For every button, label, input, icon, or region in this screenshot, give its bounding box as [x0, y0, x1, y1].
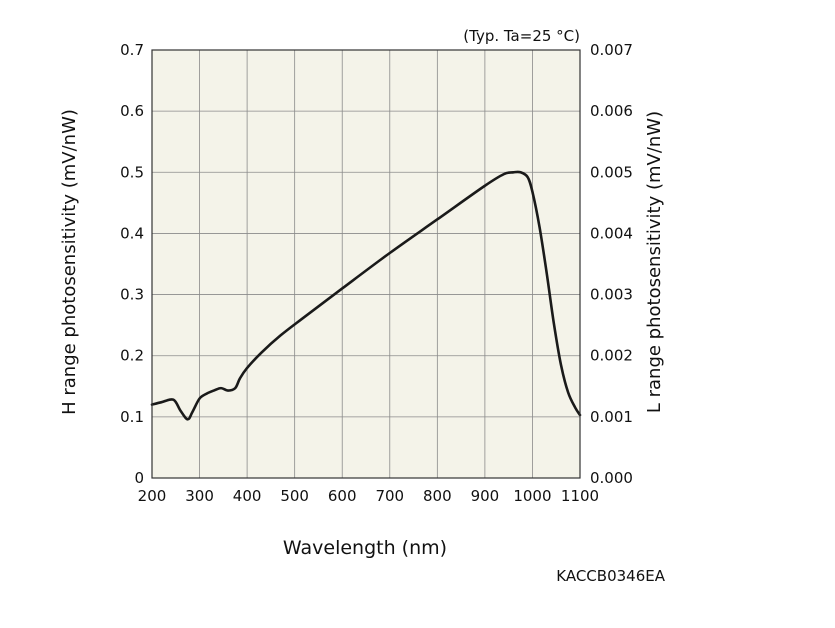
y-left-tick-label: 0.7 — [120, 41, 144, 59]
y-right-tick-label: 0.001 — [590, 408, 633, 426]
y-left-tick-label: 0.4 — [120, 224, 144, 242]
y-right-tick-label: 0.003 — [590, 286, 633, 304]
y-right-tick-label: 0.004 — [590, 224, 633, 242]
y-left-axis-label: H range photosensitivity (mV/nW) — [59, 109, 80, 415]
y-right-tick-label: 0.002 — [590, 347, 633, 365]
series-line — [150, 170, 582, 421]
x-axis-label: Wavelength (nm) — [283, 537, 447, 559]
y-left-tick-labels: 0 0.1 0.2 0.3 0.4 0.5 0.6 0.7 — [120, 41, 144, 487]
y-left-tick-label: 0.1 — [120, 408, 144, 426]
y-left-tick-label: 0.2 — [120, 347, 144, 365]
x-tick-label: 400 — [233, 487, 262, 505]
figure-code: KACCB0346EA — [556, 567, 665, 585]
x-tick-label: 1000 — [513, 487, 551, 505]
x-tick-label: 1100 — [561, 487, 599, 505]
y-left-tick-label: 0.3 — [120, 286, 144, 304]
y-left-tick-label: 0.6 — [120, 102, 144, 120]
x-tick-labels: 200 300 400 500 600 700 800 900 1000 1100 — [138, 487, 599, 505]
plot-frame — [151, 49, 581, 479]
y-right-tick-label: 0.000 — [590, 469, 633, 487]
x-tick-label: 700 — [375, 487, 404, 505]
x-tick-label: 900 — [471, 487, 500, 505]
x-tick-label: 500 — [280, 487, 309, 505]
y-right-axis-label: L range photosensitivity (mV/nW) — [644, 111, 665, 413]
y-right-tick-label: 0.007 — [590, 41, 633, 59]
x-tick-label: 600 — [328, 487, 357, 505]
x-tick-label: 300 — [185, 487, 214, 505]
plot-area — [152, 50, 580, 478]
x-tick-label: 200 — [138, 487, 167, 505]
y-right-tick-labels: 0.000 0.001 0.002 0.003 0.004 0.005 0.006 0.007 — [590, 41, 633, 487]
y-left-tick-label: 0 — [134, 469, 144, 487]
x-tick-label: 800 — [423, 487, 452, 505]
y-right-tick-label: 0.006 — [590, 102, 633, 120]
y-right-tick-label: 0.005 — [590, 163, 633, 181]
y-left-tick-label: 0.5 — [120, 163, 144, 181]
condition-note: (Typ. Ta=25 °C) — [463, 27, 580, 45]
